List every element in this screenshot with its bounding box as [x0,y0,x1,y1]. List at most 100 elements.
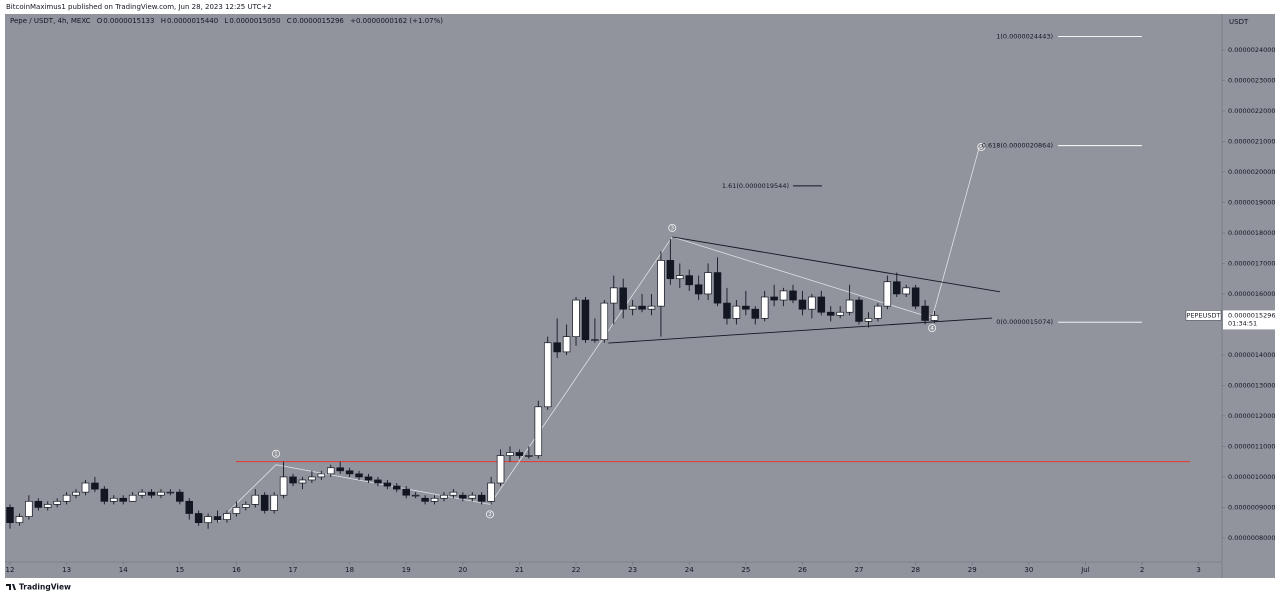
candle-body [204,516,212,524]
candle-body [638,305,646,310]
candle-body [487,482,495,502]
x-tick-label: 28 [911,566,920,574]
wave-label: 3 [670,226,674,232]
candle-body [393,485,401,490]
candle-body [525,455,533,457]
y-tick-label: 0.0000018000 [1228,229,1276,237]
countdown: 01:34:51 [1228,319,1257,327]
trend-line [672,236,1001,293]
y-tick-label: 0.0000021000 [1228,137,1276,145]
x-tick-label: 18 [345,566,354,574]
fib-label: 0.618(0.0000020864) [982,142,1053,150]
wave-label: 1 [274,452,278,458]
published-note: BitcoinMaximus1 published on TradingView… [6,3,272,11]
candle-body [81,482,90,493]
candle-body [553,342,561,353]
x-tick-label: 3 [1196,566,1200,574]
ohlc-value: 0.0000015296 [293,17,345,25]
candle-body [185,500,193,514]
y-tick-label: 0.0000023000 [1228,76,1276,84]
price-tag [1223,310,1275,330]
y-tick-label: 0.0000008000 [1228,534,1276,542]
x-tick-label: 14 [119,566,128,574]
candle-body [128,494,137,502]
x-tick-label: 29 [968,566,977,574]
candle-body [383,482,392,487]
x-tick-label: 12 [6,566,15,574]
candle-body [232,507,241,514]
symbol-tag [1185,310,1222,321]
wave-label-circle [977,143,986,151]
y-tick-label: 0.0000017000 [1228,259,1276,267]
ohlc-key: H [161,17,166,25]
wave-label: 5 [980,145,984,151]
wave-label-circle [485,510,494,519]
x-tick-label: 13 [62,566,71,574]
candle-body [6,507,14,524]
candle-body [921,305,929,321]
candle-body [62,494,71,502]
candle-body [798,299,807,310]
candle-body [902,287,910,295]
candle-body [657,260,665,307]
ohlc-key: C [287,17,292,25]
candle-body [402,488,410,496]
x-tick-label: 22 [572,566,581,574]
x-tick-label: 27 [855,566,864,574]
wave-label-circle [928,324,937,332]
candle-body [619,287,627,310]
symbol: Pepe / USDT, 4h, MEXC [10,17,91,25]
candle-body [298,479,307,484]
candle-body [194,513,203,524]
candle-body [515,452,524,456]
candle-body [440,494,448,499]
candle-body [270,494,278,511]
candle-body [864,317,873,322]
x-tick-label: Jul [1080,566,1090,574]
candle-body [355,473,363,478]
candle-body [742,305,750,310]
y-tick-label: 0.0000020000 [1228,168,1276,176]
candle-body [138,491,146,496]
y-tick-label: 0.0000011000 [1228,442,1276,450]
candle-body [779,290,788,301]
candle-body [364,476,373,481]
candle-body [15,516,24,524]
candle-body [421,497,429,502]
y-tick-label: 0.0000016000 [1228,290,1276,298]
candle-body [100,488,109,502]
wave-label: 2 [488,512,492,518]
symbol-tag-label: PEPEUSDT [1187,311,1221,319]
x-tick-label: 15 [175,566,184,574]
fib-label: 1.61(0.0000019544) [722,182,789,190]
candle-body [449,491,458,496]
candle-body [336,467,344,472]
candle-body [685,275,693,286]
chart-background [5,14,1275,578]
candle-body [581,299,590,341]
candle-body [562,336,571,353]
tradingview-logo: TradingView [6,583,71,592]
candle-body [694,284,703,295]
candle-body [760,296,769,319]
candle-body [110,497,118,502]
candle-body [836,311,844,316]
candle-body [893,281,901,295]
y-tick-label: 0.0000014000 [1228,351,1276,359]
candle-body [911,287,920,307]
logo-mark [6,584,16,590]
candle-body [770,296,778,301]
candle-body [600,302,609,341]
candle-body [119,497,127,502]
candle-body [647,305,656,310]
candle-body [166,491,175,494]
ohlc-key: O [97,17,103,25]
candle-body [147,491,156,496]
candle-body [808,296,816,310]
candle-body [534,406,543,456]
candle-body [289,476,297,484]
footer-brand: TradingView [19,583,71,592]
candle-body [591,339,599,341]
candle-body [308,476,316,481]
y-tick-label: 0.0000012000 [1228,412,1276,420]
